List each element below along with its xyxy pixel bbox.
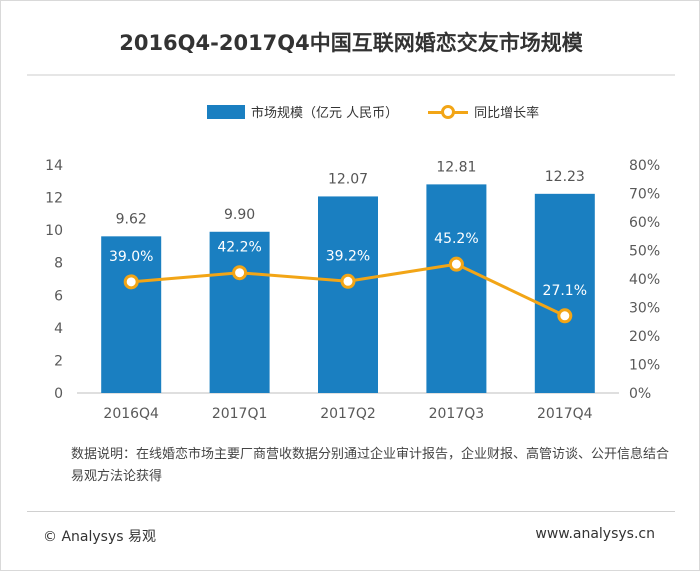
legend-bar-swatch	[207, 104, 245, 119]
y-right-tick-label: 50%	[629, 244, 660, 260]
copyright: © Analysys 易观	[43, 529, 156, 545]
growth-value-label: 45.2%	[434, 231, 478, 247]
y-right-tick-label: 30%	[629, 301, 660, 317]
growth-point	[340, 273, 356, 289]
growth-value-label: 42.2%	[217, 240, 261, 256]
title-divider	[27, 74, 675, 76]
y-left-tick-label: 8	[54, 256, 63, 272]
bar	[426, 184, 487, 393]
y-right-tick-label: 0%	[629, 386, 651, 402]
y-left-tick-label: 4	[54, 321, 63, 337]
x-tick-label: 2017Q3	[429, 406, 485, 422]
x-tick-label: 2017Q4	[537, 406, 593, 422]
website-url: www.analysys.cn	[535, 526, 655, 542]
bar	[534, 193, 595, 393]
y-right-tick-label: 80%	[629, 158, 660, 174]
y-right-tick-label: 40%	[629, 272, 660, 288]
growth-point	[448, 256, 464, 272]
data-note: 数据说明：在线婚恋市场主要厂商营收数据分别通过企业审计报告，企业财报、高管访谈、…	[71, 447, 670, 484]
bar-value-label: 12.07	[328, 171, 368, 187]
y-left-tick-label: 14	[45, 158, 63, 174]
y-left-tick-label: 6	[54, 288, 63, 304]
legend-line-swatch	[428, 104, 469, 119]
growth-value-label: 27.1%	[543, 283, 587, 299]
y-left-tick-label: 2	[54, 353, 63, 369]
bar-value-label: 12.23	[545, 169, 585, 185]
y-left-tick-label: 10	[45, 223, 63, 239]
growth-point	[232, 265, 248, 281]
x-tick-label: 2017Q1	[212, 406, 268, 422]
y-right-tick-label: 70%	[629, 187, 660, 203]
x-tick-label: 2017Q2	[320, 406, 376, 422]
bar	[209, 231, 270, 393]
bar	[318, 196, 378, 393]
legend: 市场规模（亿元 人民币） 同比增长率	[207, 102, 539, 121]
bar-value-label: 9.90	[224, 207, 255, 223]
legend-line-label: 同比增长率	[474, 106, 540, 121]
y-left-tick-label: 0	[54, 386, 63, 402]
y-left-tick-label: 12	[45, 191, 63, 207]
bar	[101, 236, 162, 393]
y-right-tick-label: 10%	[629, 358, 660, 374]
footer-divider	[27, 511, 675, 512]
bar-value-label: 9.62	[116, 211, 147, 227]
growth-value-label: 39.2%	[326, 248, 370, 264]
bar-value-label: 12.81	[436, 159, 476, 175]
growth-point	[123, 274, 139, 290]
legend-bar-label: 市场规模（亿元 人民币）	[251, 106, 399, 121]
y-right-tick-label: 60%	[629, 215, 660, 231]
y-right-tick-label: 20%	[629, 329, 660, 345]
growth-point	[557, 308, 573, 324]
x-tick-label: 2016Q4	[103, 406, 159, 422]
chart-title: 2016Q4-2017Q4中国互联网婚恋交友市场规模	[119, 31, 583, 55]
growth-value-label: 39.0%	[109, 249, 153, 265]
